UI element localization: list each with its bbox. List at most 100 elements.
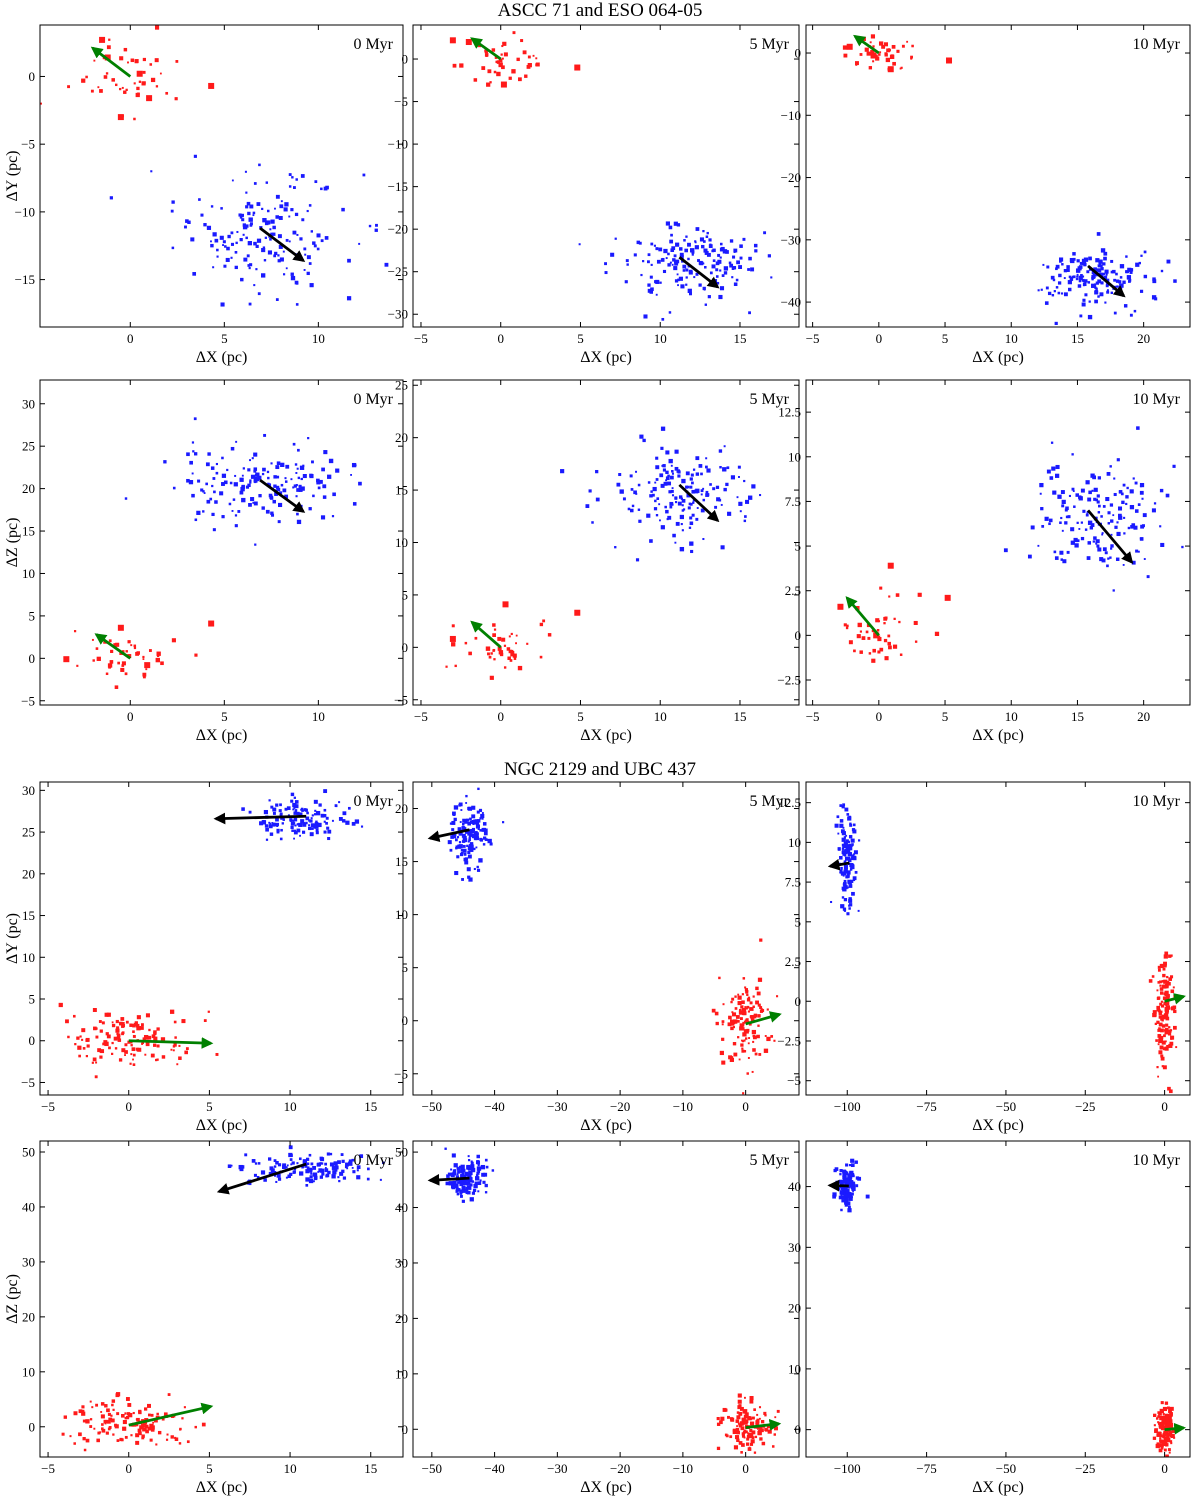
cluster-a-point [503, 666, 507, 669]
cluster-a-point [910, 57, 913, 60]
cluster-b-point [231, 510, 234, 512]
cluster-b-point [323, 789, 328, 794]
cluster-a-point-large [944, 594, 951, 601]
cluster-b-point [1070, 540, 1075, 545]
cluster-b-point [267, 483, 272, 487]
cluster-b-point [469, 1183, 473, 1187]
cluster-b-point [470, 821, 473, 824]
x-tick-label: 15 [1071, 709, 1084, 724]
cluster-b-point [462, 849, 466, 852]
cluster-a-point [751, 1029, 757, 1035]
cluster-a-point [898, 620, 901, 624]
cluster-a-point [750, 1439, 755, 1444]
cluster-a-point [1155, 1417, 1159, 1420]
cluster-a-point [122, 1426, 127, 1431]
cluster-b-point [249, 459, 252, 462]
cluster-b-point [1059, 521, 1062, 525]
cluster-b-point [624, 280, 628, 284]
cluster-b-point [275, 817, 279, 822]
cluster-b-point [1102, 505, 1106, 508]
cluster-a-point [750, 1018, 755, 1023]
cluster-b-point [688, 292, 693, 296]
cluster-b-point [633, 253, 637, 257]
cluster-b-point [1046, 265, 1050, 269]
cluster-b-point [665, 450, 670, 455]
green-velocity-arrow [745, 1011, 782, 1026]
cluster-b-point [299, 465, 305, 470]
y-tick-label: 0 [29, 69, 36, 84]
cluster-a-point [122, 1420, 127, 1425]
cluster-a-point [913, 620, 918, 625]
cluster-b-point [288, 240, 291, 243]
cluster-b-point [659, 519, 661, 522]
cluster-b-point [252, 214, 255, 217]
cluster-a-point [194, 653, 198, 657]
cluster-a-point [729, 1057, 735, 1062]
cluster-b-point [476, 865, 479, 869]
cluster-b-point [702, 229, 705, 233]
cluster-b-point [703, 248, 708, 253]
cluster-b-point [479, 837, 483, 841]
cluster-a-point [539, 622, 544, 627]
cluster-b-point [308, 507, 312, 511]
cluster-a-point [722, 1003, 725, 1006]
section-title-b: NGC 2129 and UBC 437 [503, 759, 697, 780]
cluster-b-point [1095, 498, 1098, 502]
cluster-a-point [491, 48, 496, 52]
cluster-b-point [725, 250, 729, 254]
cluster-a-point [1152, 1012, 1157, 1018]
cluster-b-point [1107, 557, 1110, 560]
cluster-b-point [1095, 281, 1099, 285]
cluster-b-point [325, 185, 329, 190]
cluster-b-point [467, 1155, 470, 1158]
cluster-b-point [286, 1164, 289, 1167]
cluster-a-point [1158, 1038, 1163, 1044]
cluster-b-point [476, 868, 481, 872]
green-velocity-arrow [853, 34, 880, 55]
cluster-a-point [767, 1429, 772, 1434]
time-label: 0 Myr [353, 793, 393, 810]
cluster-b-point [689, 502, 693, 506]
cluster-b-point [695, 517, 699, 521]
cluster-b-point [1068, 494, 1072, 498]
cluster-a-point [737, 993, 740, 996]
cluster-b-point [461, 840, 465, 843]
cluster-a-point [96, 1438, 100, 1443]
cluster-b-point [469, 1197, 474, 1202]
cluster-a-point [194, 1425, 197, 1429]
cluster-a-point [112, 1408, 115, 1411]
cluster-a-point [156, 1027, 160, 1031]
cluster-a-point [1159, 1437, 1162, 1440]
cluster-a-point [524, 74, 528, 78]
cluster-b-point [839, 804, 843, 807]
cluster-b-point [707, 295, 711, 299]
cluster-a-point [489, 81, 492, 84]
cluster-a-point [748, 1037, 751, 1039]
cluster-b-point [723, 487, 727, 492]
cluster-b-point [614, 237, 617, 240]
cluster-a-point [1157, 1028, 1161, 1032]
cluster-b-point [660, 525, 665, 530]
cluster-a-point [106, 1408, 110, 1413]
cluster-a-point [917, 592, 922, 597]
cluster-b-point [713, 279, 718, 283]
cluster-b-point [844, 848, 849, 854]
cluster-b-point [1048, 522, 1051, 526]
cluster-b-point [1093, 276, 1096, 279]
cluster-b-point [457, 1170, 461, 1174]
cluster-b-point [639, 434, 644, 439]
cluster-a-point [492, 649, 495, 652]
cluster-b-point [1051, 466, 1056, 471]
cluster-a-point [868, 652, 872, 655]
cluster-b-point [487, 838, 492, 844]
cluster-b-point [249, 263, 253, 267]
cluster-a-point [494, 56, 498, 59]
cluster-b-point [850, 1185, 854, 1189]
cluster-b-point [845, 1178, 850, 1183]
cluster-b-point [1069, 276, 1073, 280]
cluster-a-point [1160, 1444, 1163, 1447]
cluster-a-point [742, 1011, 747, 1016]
cluster-b-point [268, 824, 273, 829]
cluster-b-point [325, 1173, 330, 1178]
cluster-a-point [1169, 1440, 1173, 1443]
